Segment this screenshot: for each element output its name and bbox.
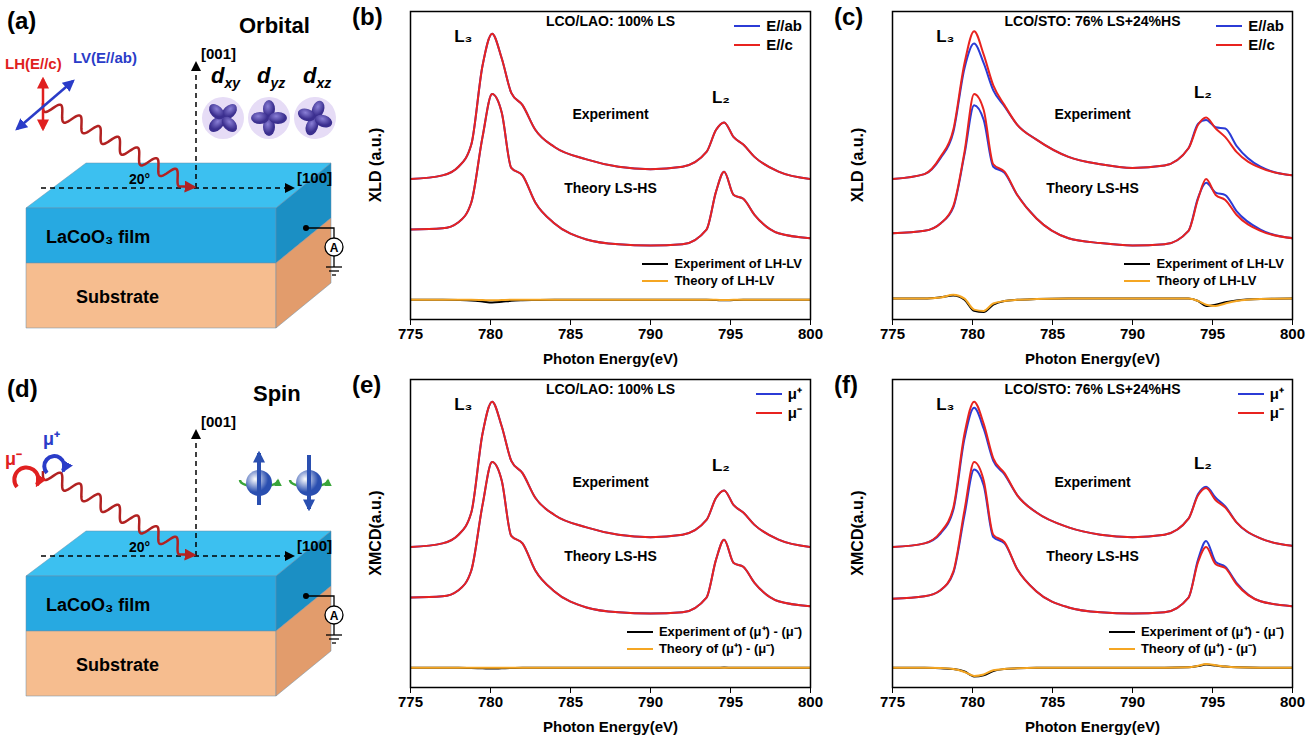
svg-text:Photon Energy(eV): Photon Energy(eV) [543,350,678,367]
svg-text:Theory LS-HS: Theory LS-HS [1046,180,1139,196]
html-text:XMCD(a.u.): XMCD(a.u.) [849,490,866,576]
svg-text:790: 790 [1120,693,1145,710]
html-text:Theory of LH-LV: Theory of LH-LV [1156,273,1257,288]
svg-text:A: A [330,241,339,255]
svg-text:(d): (d) [7,375,38,402]
svg-text:LV(E//ab): LV(E//ab) [73,49,137,66]
svg-text:Experiment: Experiment [572,474,649,490]
svg-text:L₃: L₃ [936,395,954,414]
svg-text:Theory LS-HS: Theory LS-HS [564,548,657,564]
svg-text:Theory LS-HS: Theory LS-HS [564,180,657,196]
svg-text:L₃: L₃ [454,395,472,414]
svg-text:LaCoO₃ film: LaCoO₃ film [46,595,150,615]
svg-text:775: 775 [880,325,905,342]
svg-text:[001]: [001] [201,413,236,430]
svg-text:dxy: dxy [211,63,241,91]
svg-text:800: 800 [798,325,823,342]
html-text:Experiment of LH-LV: Experiment of LH-LV [1156,256,1284,271]
svg-text:Experiment: Experiment [1054,106,1131,122]
html-text:Experiment of LH-LV: Experiment of LH-LV [674,256,802,271]
svg-text:L₂: L₂ [712,88,730,107]
svg-text:LaCoO₃ film: LaCoO₃ film [46,227,150,247]
svg-text:[001]: [001] [201,45,236,62]
svg-text:785: 785 [1040,693,1065,710]
svg-text:L₂: L₂ [712,456,730,475]
svg-text:L₂: L₂ [1194,83,1212,102]
svg-text:(a): (a) [7,7,36,34]
html-text:XLD (a.u.): XLD (a.u.) [367,127,384,203]
svg-text:775: 775 [880,693,905,710]
svg-text:Substrate: Substrate [76,655,159,675]
svg-text:Spin: Spin [253,381,301,406]
html-text:E//c: E//c [766,36,793,53]
html-text:μ⁺: μ⁺ [787,385,802,402]
svg-text:775: 775 [398,693,423,710]
svg-text:800: 800 [798,693,823,710]
svg-text:LH(E//c): LH(E//c) [5,55,62,72]
html-text:Theory of LH-LV: Theory of LH-LV [674,273,775,288]
svg-text:790: 790 [1120,325,1145,342]
html-text:Theory of (μ⁺) - (μ⁻): Theory of (μ⁺) - (μ⁻) [1140,641,1257,656]
svg-text:L₃: L₃ [454,27,472,46]
svg-text:dxz: dxz [303,63,331,91]
svg-text:L₃: L₃ [936,27,954,46]
html-text:(b): (b) [352,3,383,30]
svg-text:Orbital: Orbital [239,13,310,38]
svg-text:785: 785 [558,693,583,710]
svg-text:800: 800 [1280,325,1305,342]
html-text:Theory of (μ⁺) - (μ⁻): Theory of (μ⁺) - (μ⁻) [658,641,775,656]
html-text:E//ab: E//ab [766,17,802,34]
svg-text:Photon Energy(eV): Photon Energy(eV) [1025,718,1160,735]
svg-text:Photon Energy(eV): Photon Energy(eV) [543,718,678,735]
html-text:μ⁺: μ⁺ [1269,385,1284,402]
svg-text:800: 800 [1280,693,1305,710]
svg-text:Experiment: Experiment [572,106,649,122]
svg-text:780: 780 [478,693,503,710]
svg-text:795: 795 [718,693,743,710]
svg-text:790: 790 [638,325,663,342]
svg-text:[100]: [100] [297,537,332,554]
svg-text:780: 780 [960,325,985,342]
svg-text:780: 780 [478,325,503,342]
html-text:μ⁻: μ⁻ [1269,404,1284,421]
svg-text:775: 775 [398,325,423,342]
svg-text:785: 785 [1040,325,1065,342]
svg-text:LCO/LAO: 100% LS: LCO/LAO: 100% LS [546,381,675,397]
svg-text:795: 795 [718,325,743,342]
svg-text:Photon Energy(eV): Photon Energy(eV) [1025,350,1160,367]
svg-text:795: 795 [1200,693,1225,710]
html-text:Experiment of (μ⁺) - (μ⁻): Experiment of (μ⁺) - (μ⁻) [658,624,802,639]
svg-text:Substrate: Substrate [76,287,159,307]
svg-text:780: 780 [960,693,985,710]
html-text:Experiment of (μ⁺) - (μ⁻): Experiment of (μ⁺) - (μ⁻) [1140,624,1284,639]
svg-text:LCO/LAO: 100% LS: LCO/LAO: 100% LS [546,13,675,29]
html-text:XMCD(a.u.): XMCD(a.u.) [367,490,384,576]
svg-text:795: 795 [1200,325,1225,342]
svg-text:20°: 20° [129,539,150,555]
html-text:XLD (a.u.): XLD (a.u.) [849,127,866,203]
svg-text:dyz: dyz [257,63,285,91]
svg-text:μ⁻: μ⁻ [5,449,22,469]
html-text:(c): (c) [834,3,864,30]
html-text:E//c: E//c [1248,36,1275,53]
svg-text:μ⁺: μ⁺ [43,429,60,449]
svg-text:Theory LS-HS: Theory LS-HS [1046,548,1139,564]
svg-text:[100]: [100] [297,169,332,186]
html-text:(e): (e) [352,371,382,398]
html-text:E//ab: E//ab [1248,17,1284,34]
svg-text:20°: 20° [129,171,150,187]
svg-text:Experiment: Experiment [1054,474,1131,490]
svg-text:785: 785 [558,325,583,342]
svg-text:790: 790 [638,693,663,710]
html-text:(f): (f) [834,371,858,398]
html-text:μ⁻: μ⁻ [787,404,802,421]
svg-text:LCO/STO: 76% LS+24%HS: LCO/STO: 76% LS+24%HS [1005,381,1181,397]
svg-text:A: A [330,609,339,623]
svg-text:LCO/STO: 76% LS+24%HS: LCO/STO: 76% LS+24%HS [1005,13,1181,29]
svg-text:L₂: L₂ [1194,454,1212,473]
